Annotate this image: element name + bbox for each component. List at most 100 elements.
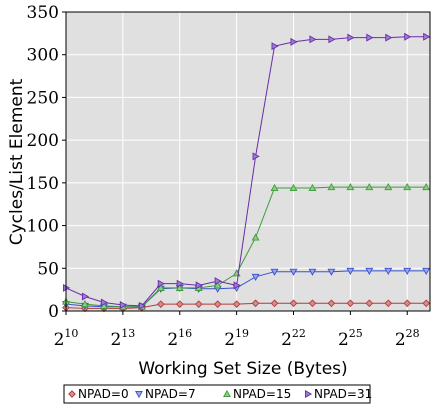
data-point — [346, 183, 355, 191]
plot-frame — [65, 11, 431, 312]
data-point — [100, 298, 109, 307]
data-point — [328, 35, 336, 44]
x-tick-base: 2 — [395, 330, 406, 350]
x-tick-label: 228 — [395, 327, 420, 350]
data-point — [309, 35, 317, 44]
data-point — [365, 299, 374, 308]
data-point — [403, 299, 412, 308]
data-point — [251, 299, 260, 308]
legend-item: NPAD=15 — [223, 387, 291, 401]
series-layer — [62, 32, 431, 313]
data-point — [156, 300, 165, 309]
data-point — [233, 281, 241, 290]
data-point — [327, 299, 336, 308]
data-point — [175, 283, 184, 291]
data-point — [271, 42, 279, 51]
data-point — [422, 267, 431, 275]
data-point — [119, 301, 128, 309]
x-tick-label: 219 — [224, 327, 249, 350]
data-point — [403, 267, 412, 275]
x-tick-base: 2 — [281, 330, 292, 350]
y-tick-label: 100 — [27, 217, 59, 237]
y-tick-label: 350 — [27, 3, 59, 23]
legend-item: NPAD=0 — [68, 387, 129, 401]
legend-label: NPAD=15 — [233, 387, 291, 401]
x-tick-base: 2 — [110, 330, 121, 350]
data-point — [346, 299, 355, 308]
y-tick-label: 50 — [37, 259, 59, 279]
data-point — [289, 183, 298, 191]
x-axis-title: Working Set Size (Bytes) — [138, 359, 347, 379]
data-point — [195, 281, 203, 290]
data-point — [308, 268, 317, 276]
data-point — [157, 279, 165, 288]
series-npad-15 — [62, 183, 431, 310]
data-point — [289, 268, 298, 276]
x-tick-exponent: 10 — [64, 327, 78, 340]
x-tick-label: 222 — [281, 327, 306, 350]
data-point — [308, 183, 317, 191]
x-tick-base: 2 — [338, 330, 349, 350]
x-tick-label: 213 — [110, 327, 135, 350]
legend-label: NPAD=31 — [314, 387, 372, 401]
legend: NPAD=0 NPAD=7 NPAD=15 NPAD=31 — [63, 384, 372, 404]
legend-marker — [135, 390, 143, 399]
data-point — [175, 300, 184, 309]
data-point — [422, 183, 431, 191]
series-line-npad-15 — [65, 186, 427, 308]
x-tick-base: 2 — [224, 330, 235, 350]
x-tick-label: 225 — [338, 327, 363, 350]
x-tick-exponent: 25 — [349, 327, 363, 340]
data-point — [232, 300, 241, 309]
data-point — [194, 300, 203, 309]
data-point — [289, 299, 298, 308]
x-tick-label: 216 — [167, 327, 192, 350]
y-tick-label: 0 — [48, 302, 59, 322]
legend-item: NPAD=31 — [304, 387, 372, 401]
legend-label: NPAD=7 — [145, 387, 196, 401]
data-point — [251, 233, 260, 241]
y-axis: 0 50 100 150 200 250 300 350 — [27, 3, 66, 322]
x-axis: 210 213 216 219 222 225 228 — [54, 311, 420, 350]
x-tick-exponent: 19 — [235, 327, 249, 340]
x-tick-exponent: 22 — [292, 327, 306, 340]
data-point — [156, 283, 165, 291]
y-tick-label: 300 — [27, 46, 59, 66]
data-point — [252, 152, 260, 161]
data-point — [385, 33, 393, 42]
legend-marker — [223, 389, 231, 398]
data-point — [423, 32, 431, 41]
data-point — [251, 273, 260, 281]
data-point — [327, 268, 336, 276]
legend-box — [63, 384, 371, 404]
data-point — [270, 299, 279, 308]
data-point — [214, 277, 222, 286]
data-point — [403, 183, 412, 191]
data-point — [80, 300, 89, 308]
data-point — [308, 299, 317, 308]
data-point — [213, 300, 222, 309]
y-tick-label: 250 — [27, 88, 59, 108]
x-tick-base: 2 — [167, 330, 178, 350]
x-tick-exponent: 13 — [121, 327, 135, 340]
y-axis-title: Cycles/List Element — [7, 78, 27, 245]
data-point — [347, 33, 355, 42]
data-point — [81, 292, 90, 301]
plot-area — [66, 12, 430, 311]
data-point — [270, 183, 279, 191]
legend-marker — [304, 390, 313, 398]
y-tick-label: 200 — [27, 131, 59, 151]
data-point — [365, 183, 374, 191]
x-tick-label: 210 — [54, 327, 79, 350]
data-point — [384, 183, 393, 191]
legend-marker — [68, 390, 76, 398]
data-point — [290, 37, 298, 46]
data-point — [404, 32, 412, 41]
legend-item: NPAD=7 — [135, 387, 196, 401]
data-point — [327, 183, 336, 191]
data-point — [422, 299, 431, 308]
x-tick-base: 2 — [54, 330, 65, 350]
x-tick-exponent: 28 — [406, 327, 420, 340]
y-tick-label: 150 — [27, 174, 59, 194]
